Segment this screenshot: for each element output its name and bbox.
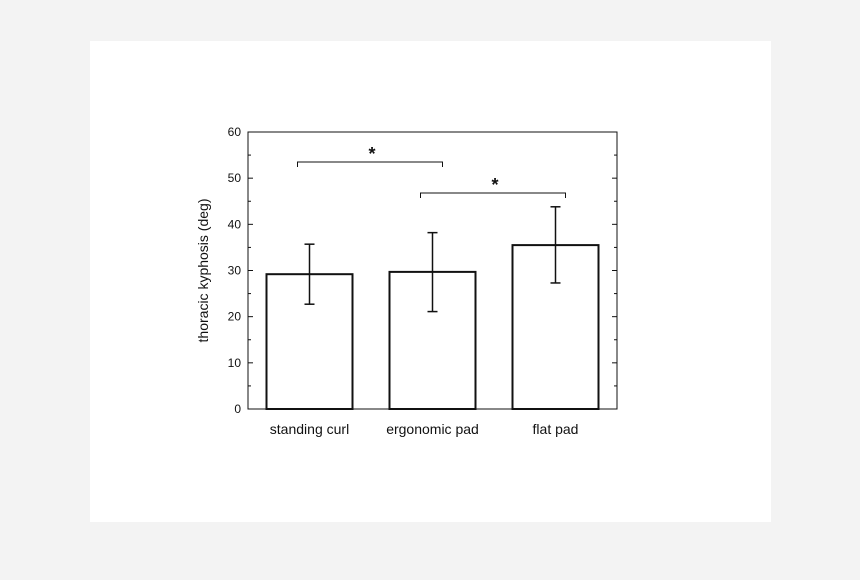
x-category-label: ergonomic pad — [386, 421, 479, 437]
y-tick-label: 30 — [228, 264, 242, 278]
plot-area: 0 10 20 30 40 50 60 standing curl ergonomic pad f… — [228, 125, 618, 437]
significance-bracket — [420, 192, 566, 198]
y-tick-label: 50 — [228, 171, 242, 185]
bar-chart: 0 10 20 30 40 50 60 standing curl ergonomic pad f… — [195, 125, 618, 437]
x-category-label: standing curl — [270, 421, 349, 437]
y-tick-label: 40 — [228, 217, 242, 231]
y-tick-label: 10 — [228, 356, 242, 370]
y-tick-label: 60 — [228, 125, 242, 139]
figure-panel: 0 10 20 30 40 50 60 standing curl ergonomic pad f… — [90, 41, 771, 522]
y-tick-label: 0 — [234, 402, 241, 416]
significance-star: * — [368, 144, 375, 164]
significance-bracket — [297, 161, 443, 168]
significance-star: * — [491, 175, 498, 195]
x-category-label: flat pad — [533, 421, 579, 437]
y-axis-title: thoracic kyphosis (deg) — [195, 199, 211, 343]
y-tick-label: 20 — [228, 310, 242, 324]
bar-2 — [388, 270, 477, 410]
